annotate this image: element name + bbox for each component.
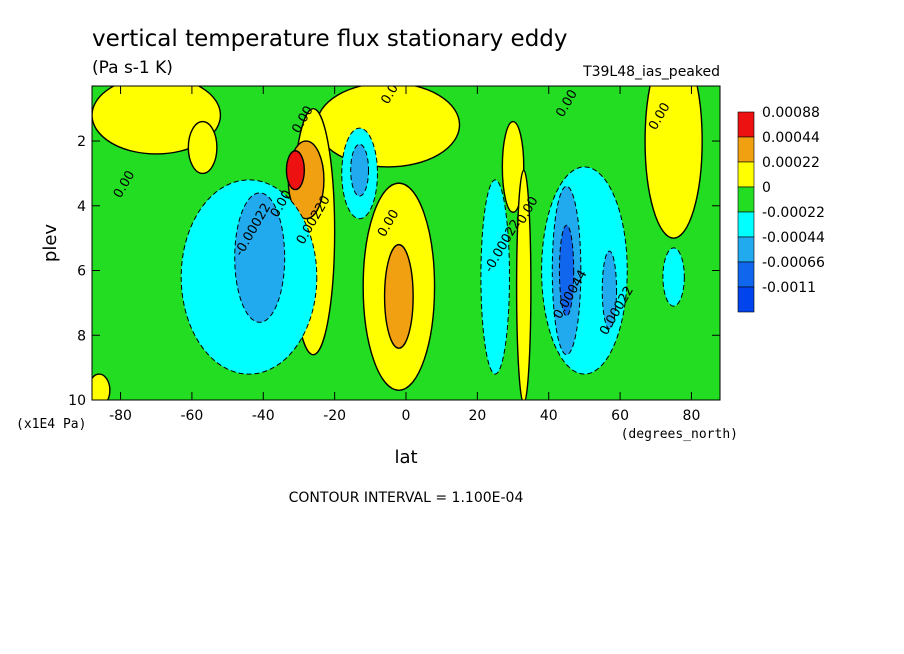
contour-region [234, 192, 286, 323]
x-tick-label: 80 [683, 408, 701, 424]
legend-swatch [737, 211, 755, 238]
y-axis-label: plev [40, 224, 61, 263]
contour-region [350, 143, 370, 197]
legend-swatch [737, 261, 755, 288]
x-tick-label: -40 [252, 408, 275, 424]
contour-region [644, 86, 703, 239]
y-axis-units: (x1E4 Pa) [16, 417, 86, 432]
x-tick-label: 0 [402, 408, 411, 424]
chart-units: (Pa s-1 K) [92, 58, 173, 78]
x-tick-label: 40 [540, 408, 558, 424]
legend: 0.00088 0.00044 0.00022 0 -0.00022 -0.00044 -0… [737, 105, 825, 313]
contour-region [662, 247, 685, 307]
legend-label: 0.00044 [762, 130, 820, 146]
legend-label: 0 [762, 180, 771, 196]
x-tick-label: 20 [468, 408, 486, 424]
x-tick-label: -60 [180, 408, 203, 424]
legend-label: 0.00022 [762, 155, 820, 171]
chart-title: vertical temperature flux stationary edd… [92, 26, 568, 52]
contour-region [601, 250, 618, 330]
contour-region [92, 373, 111, 400]
legend-swatch [737, 161, 755, 188]
legend-label: -0.00022 [762, 205, 825, 221]
contour-region [515, 169, 532, 400]
legend-label: -0.00044 [762, 230, 825, 246]
legend-label: -0.0011 [762, 280, 816, 296]
contour-region [480, 179, 510, 375]
x-tick-label: -20 [323, 408, 346, 424]
y-tick-label: 6 [77, 264, 86, 280]
plot-area: 0.000.000.00 0.00 0.000.000.00 0.00-0.00022… [92, 86, 720, 400]
legend-label: 0.00088 [762, 105, 820, 121]
y-tick-label: 8 [77, 328, 86, 344]
x-axis-label: lat [394, 447, 417, 468]
x-tick-label: -80 [109, 408, 132, 424]
chart-dataset: T39L48_ias_peaked [582, 64, 720, 80]
y-tick-label: 10 [68, 393, 86, 409]
contour-region [558, 224, 575, 317]
contour-interval-note: CONTOUR INTERVAL = 1.100E-04 [289, 490, 524, 506]
contour-region [501, 120, 525, 213]
legend-swatch [737, 286, 755, 313]
legend-swatch [737, 136, 755, 163]
legend-swatch [737, 111, 755, 138]
contour-region [187, 120, 218, 175]
legend-label: -0.00066 [762, 255, 825, 271]
y-tick-label: 2 [77, 134, 86, 150]
legend-swatch [737, 186, 755, 213]
x-axis-units: (degrees_north) [621, 427, 738, 442]
y-tick-label: 4 [77, 199, 86, 215]
legend-swatch [737, 236, 755, 263]
contour-region [383, 243, 414, 349]
contour-region [285, 150, 306, 191]
x-tick-label: 60 [611, 408, 629, 424]
